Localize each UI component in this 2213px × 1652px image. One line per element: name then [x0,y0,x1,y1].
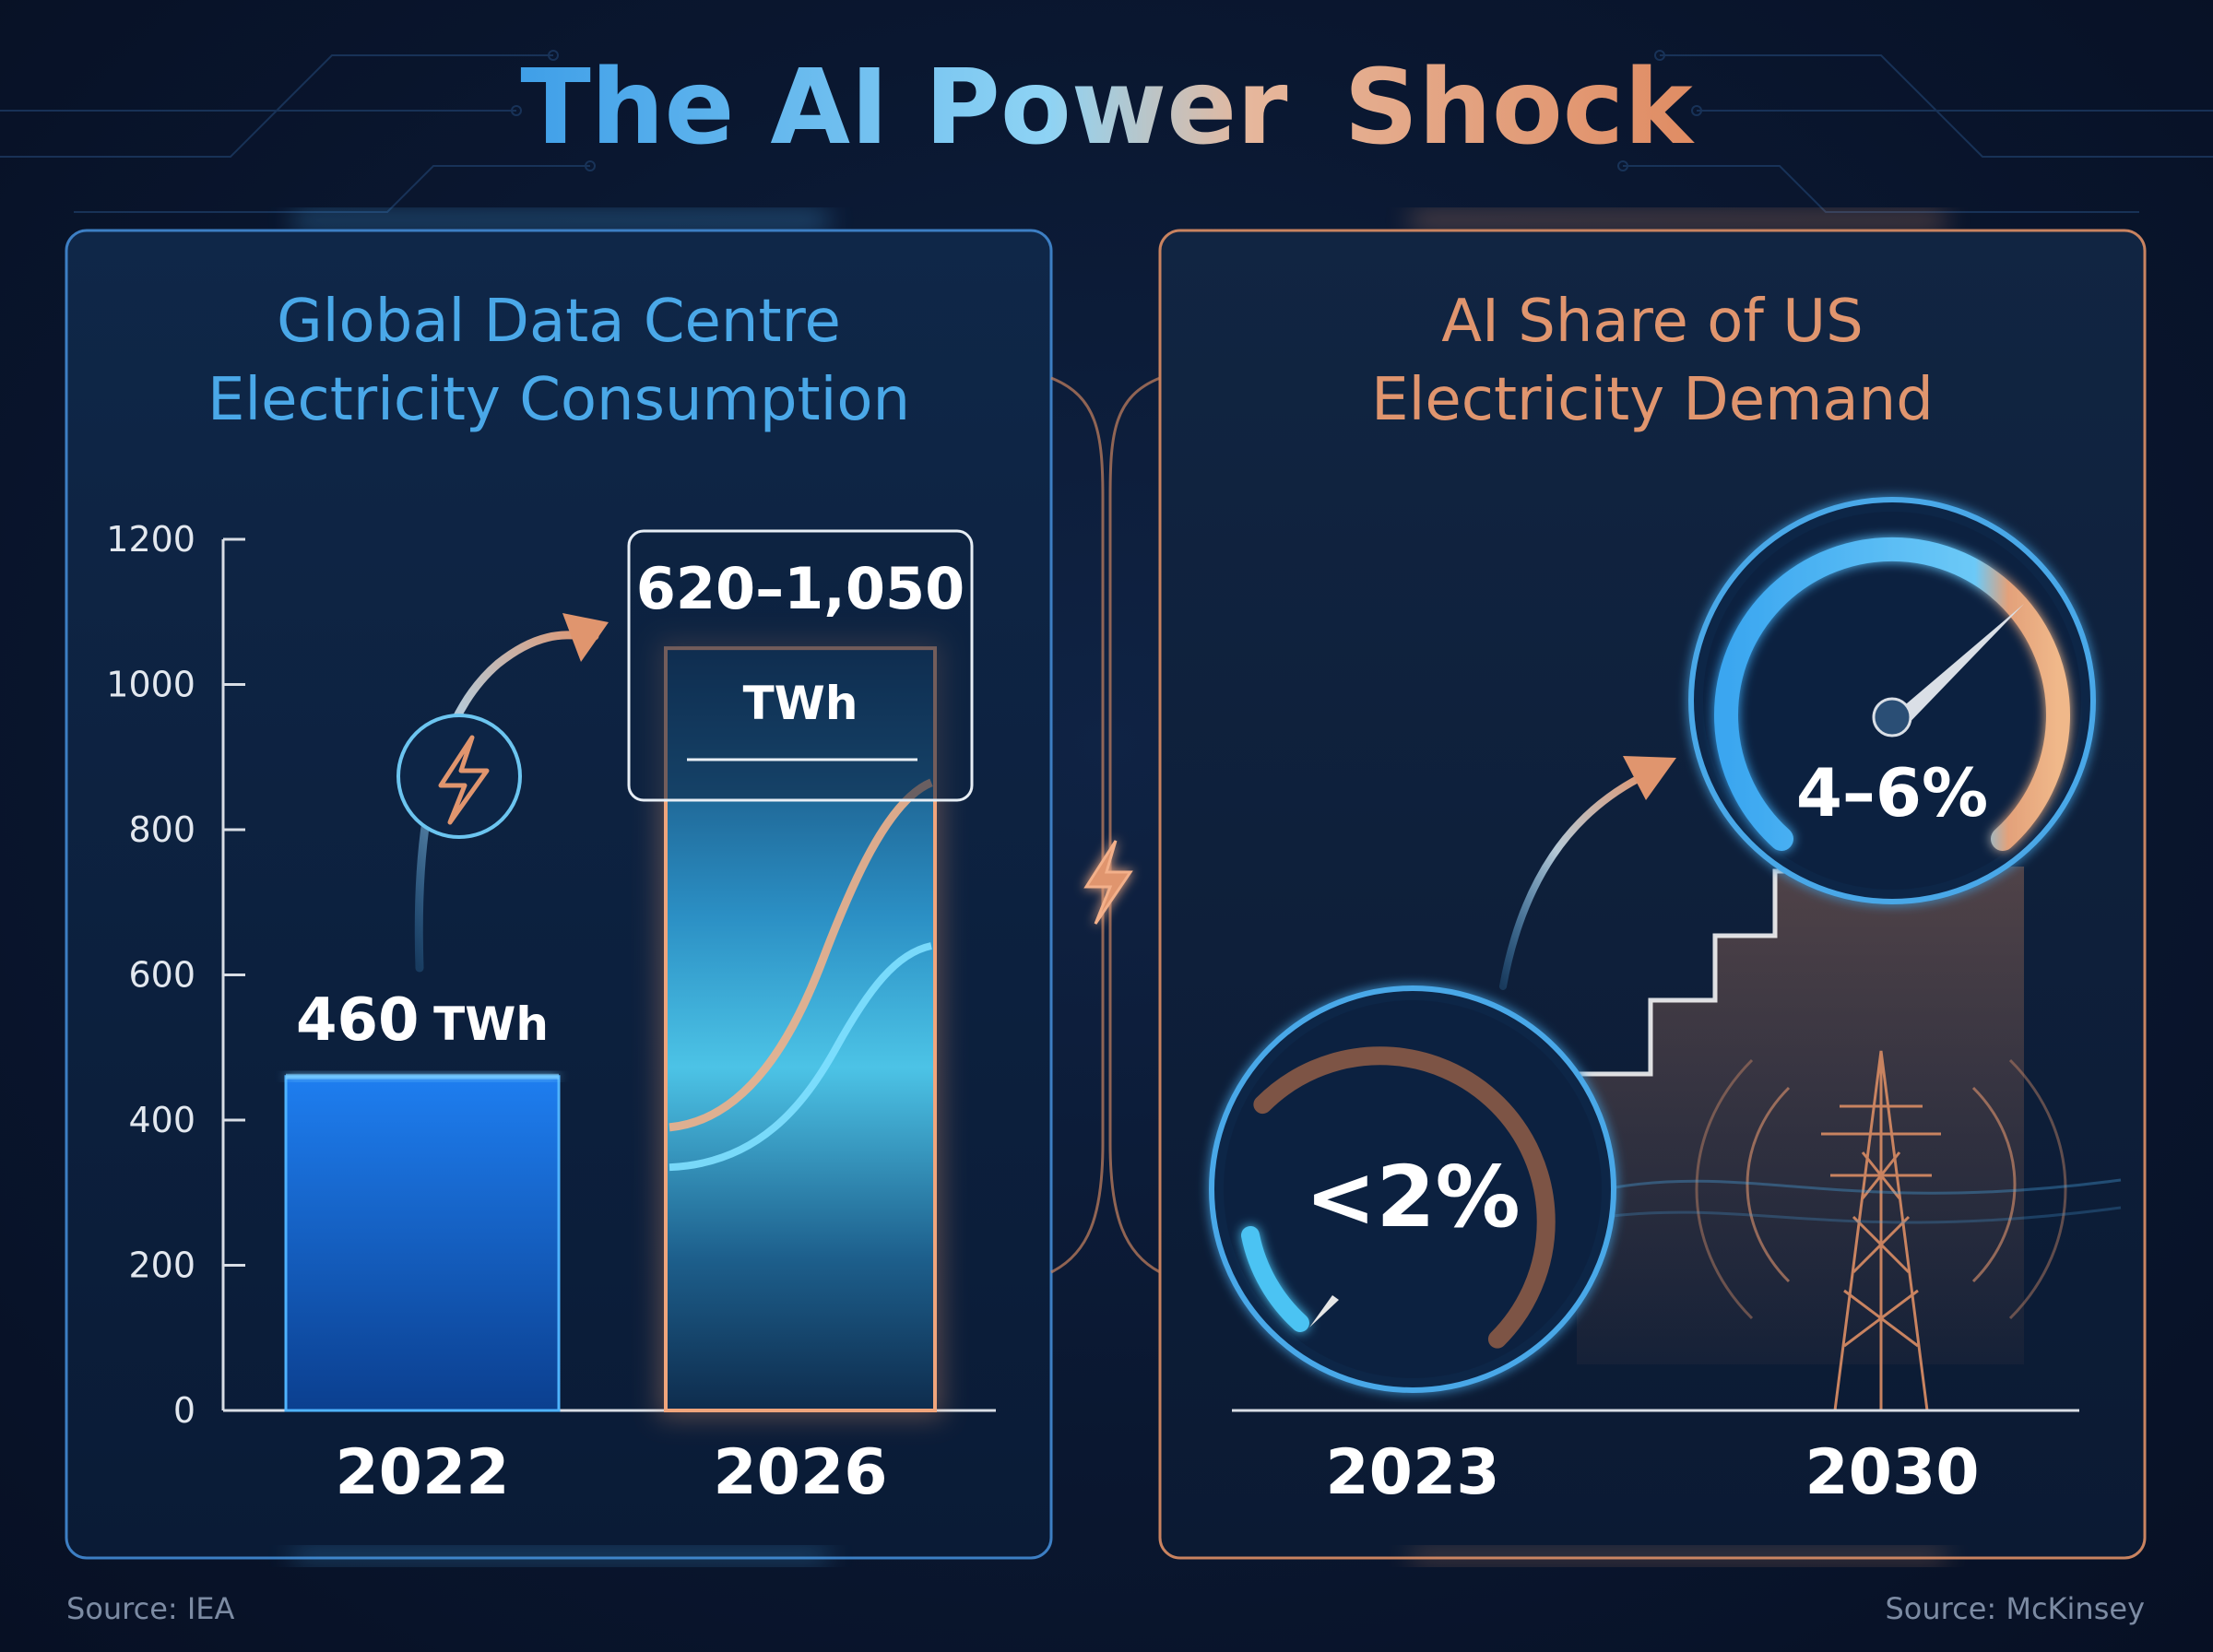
x-label-2030: 2030 [1805,1436,1979,1509]
y-tick-label: 800 [128,809,195,850]
left-chart-title-line2: Electricity Consumption [207,366,910,434]
source-left: Source: IEA [66,1591,235,1626]
gauge-2023-value: <2% [1305,1148,1520,1246]
bar-2022-top-glow [286,1073,559,1080]
y-tick-label: 1000 [106,665,195,705]
bar-2026-label-box [627,529,974,802]
lightning-badge [396,714,522,839]
title-part-2: Shock [1343,48,1695,168]
power-tower-icon [1604,1050,2122,1411]
arrow-up-icon [1499,756,1676,990]
circuit-decoration [0,50,2213,213]
bar-2022 [284,1075,561,1412]
x-label-2026: 2026 [713,1436,887,1509]
center-connector [1050,376,1161,1274]
bar-chart-y-ticks: 0 200 400 600 800 1000 1200 [106,519,245,1431]
x-label-2022: 2022 [335,1436,509,1509]
bar-2022-value: 460 [296,986,420,1055]
center-lightning-icon [1083,840,1133,925]
right-chart-title-line1: AI Share of US [1441,288,1864,356]
right-chart-title-line2: Electricity Demand [1371,366,1934,434]
gauge-2030: 4–6% [1688,497,2096,904]
bar-2026-wave-orange [669,778,933,1132]
page-title: The AI Power Shock [520,48,1695,168]
y-tick-label: 400 [128,1100,195,1140]
title-part-1: The AI Power [520,48,1287,168]
y-tick-label: 0 [173,1390,195,1431]
y-tick-label: 200 [128,1245,195,1286]
gauge-2023: <2% [1209,985,1616,1393]
y-tick-label: 1200 [106,519,195,560]
source-right: Source: McKinsey [1885,1591,2145,1626]
growth-arrow-icon [414,613,609,973]
gauge-2030-value: 4–6% [1796,754,1988,832]
left-chart-title-line1: Global Data Centre [277,288,841,356]
bar-2022-data-label: 460 TWh [296,986,549,1055]
lightning-icon [438,735,490,825]
stairs-graphic [1577,867,2024,1364]
x-label-2023: 2023 [1325,1436,1499,1509]
bar-2022-unit: TWh [433,997,549,1051]
bar-2026-wave-blue [669,942,932,1172]
y-tick-label: 600 [128,955,195,996]
bar-2026-value: 620–1,050 [636,555,965,622]
bar-2026-unit: TWh [743,677,858,730]
